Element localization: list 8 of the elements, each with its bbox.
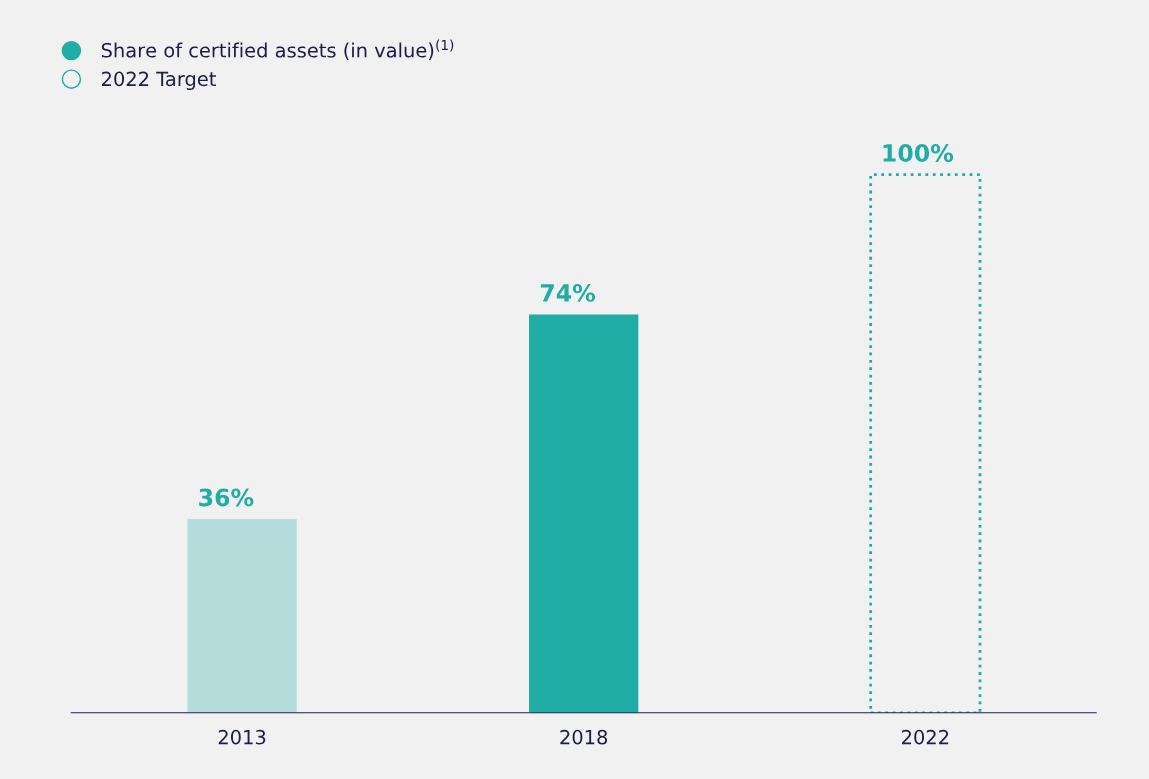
x-tick-label: 2018 (560, 729, 608, 745)
data-label: 100% (883, 144, 954, 162)
legend-label: Share of certified assets (in value)$^{(1)}$ (101, 39, 454, 60)
x-tick-label: 2013 (218, 729, 266, 745)
legend-label: 2022 Target (102, 71, 216, 91)
data-label: 36% (199, 488, 254, 507)
data-label: 74% (540, 284, 596, 302)
x-tick-label: 2022 (902, 729, 949, 745)
